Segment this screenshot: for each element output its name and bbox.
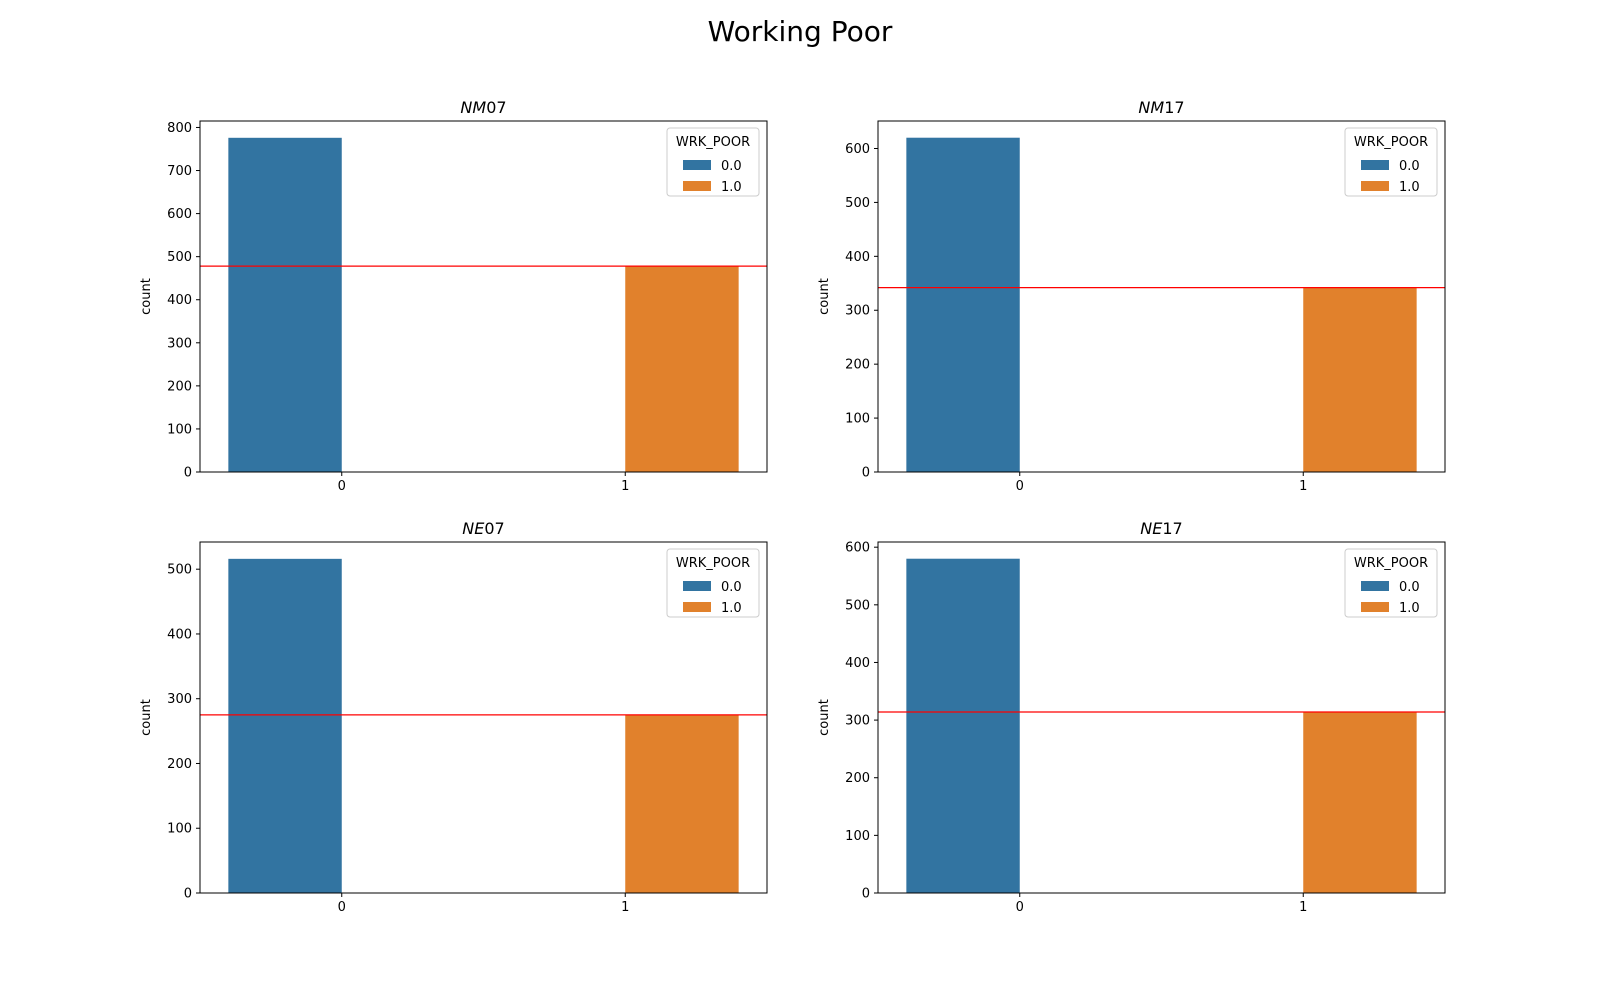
- y-tick-label: 200: [845, 358, 870, 373]
- y-tick-label: 600: [845, 142, 870, 157]
- bar: [228, 558, 342, 893]
- y-axis-label: count: [817, 699, 832, 736]
- y-tick-label: 300: [167, 692, 192, 707]
- legend-entry: 0.0: [1399, 580, 1420, 595]
- subplot-title-rest: 17: [1164, 98, 1184, 117]
- bar: [906, 137, 1020, 472]
- x-tick-label: 1: [621, 900, 629, 915]
- y-tick-label: 100: [845, 412, 870, 427]
- y-tick-label: 400: [167, 293, 192, 308]
- x-tick-label: 1: [1299, 900, 1307, 915]
- y-tick-label: 100: [167, 822, 192, 837]
- y-axis-label: count: [139, 278, 154, 315]
- chart-panel: 0 100 200 300 400 500 0 1 count NE07 WRK_POOR 0.0 1.…: [139, 519, 768, 915]
- chart-panel: 0 100 200 300 400 500 600 700 800 0 1 count NM07 WRK_…: [139, 98, 768, 494]
- axes-frame: [877, 120, 1446, 473]
- y-axis-label: count: [139, 699, 154, 736]
- legend: WRK_POOR 0.0 1.0: [1344, 127, 1438, 197]
- y-tick-label: 0: [184, 887, 192, 902]
- subplot-title-rest: 17: [1162, 519, 1182, 538]
- bar: [1303, 712, 1417, 893]
- y-tick-label: 0: [184, 466, 192, 481]
- bar: [1303, 287, 1417, 472]
- subplot-title-rest: 07: [484, 519, 504, 538]
- y-axis-label: count: [817, 278, 832, 315]
- legend-entry: 0.0: [721, 580, 742, 595]
- x-tick-label: 0: [1016, 479, 1024, 494]
- subplot-title-italic: NM: [1138, 98, 1164, 117]
- axes-frame: [199, 541, 768, 894]
- legend-entry: 0.0: [1399, 159, 1420, 174]
- legend: WRK_POOR 0.0 1.0: [1344, 548, 1438, 618]
- y-tick-label: 500: [167, 250, 192, 265]
- legend-swatch: [1361, 602, 1389, 612]
- y-tick-label: 0: [862, 887, 870, 902]
- legend-swatch: [683, 602, 711, 612]
- x-tick-label: 0: [338, 900, 346, 915]
- legend-box: [666, 548, 760, 618]
- subplot-title: NE17: [1140, 519, 1182, 538]
- y-tick-label: 300: [845, 714, 870, 729]
- legend-title: WRK_POOR: [1354, 135, 1428, 150]
- legend-box: [1344, 127, 1438, 197]
- y-tick-label: 200: [167, 757, 192, 772]
- chart-panel: 0 100 200 300 400 500 600 0 1 count NM17 WRK_POOR 0.…: [817, 98, 1446, 494]
- chart-panel: 0 100 200 300 400 500 600 0 1 count NE17 WRK_POOR 0.…: [817, 519, 1446, 915]
- y-tick-label: 500: [845, 598, 870, 613]
- legend-title: WRK_POOR: [676, 135, 750, 150]
- y-tick-label: 0: [862, 466, 870, 481]
- subplot-title-rest: 07: [486, 98, 506, 117]
- y-tick-label: 100: [167, 422, 192, 437]
- legend-title: WRK_POOR: [676, 556, 750, 571]
- x-tick-label: 1: [621, 479, 629, 494]
- legend-swatch: [683, 181, 711, 191]
- y-tick-label: 500: [167, 563, 192, 578]
- legend-title: WRK_POOR: [1354, 556, 1428, 571]
- y-tick-label: 500: [845, 196, 870, 211]
- legend-entry: 1.0: [1399, 601, 1420, 616]
- legend: WRK_POOR 0.0 1.0: [666, 548, 760, 618]
- y-tick-label: 300: [167, 336, 192, 351]
- legend: WRK_POOR 0.0 1.0: [666, 127, 760, 197]
- legend-swatch: [1361, 181, 1389, 191]
- bar: [625, 266, 739, 472]
- subplot-title: NM17: [1138, 98, 1184, 117]
- axes-frame: [199, 120, 768, 473]
- legend-box: [1344, 548, 1438, 618]
- y-tick-label: 700: [167, 164, 192, 179]
- legend-entry: 0.0: [721, 159, 742, 174]
- y-tick-label: 400: [845, 250, 870, 265]
- legend-swatch: [1361, 581, 1389, 591]
- subplot-title: NE07: [462, 519, 504, 538]
- y-tick-label: 800: [167, 121, 192, 136]
- legend-box: [666, 127, 760, 197]
- y-tick-label: 200: [167, 379, 192, 394]
- legend-swatch: [683, 160, 711, 170]
- y-tick-label: 400: [167, 627, 192, 642]
- subplot-title-italic: NE: [462, 519, 485, 538]
- x-tick-label: 0: [1016, 900, 1024, 915]
- bar: [906, 558, 1020, 893]
- x-tick-label: 0: [338, 479, 346, 494]
- x-tick-label: 1: [1299, 479, 1307, 494]
- bar: [625, 714, 739, 893]
- y-tick-label: 600: [167, 207, 192, 222]
- legend-swatch: [683, 581, 711, 591]
- figure-title: Working Poor: [708, 15, 893, 48]
- bar: [228, 137, 342, 473]
- y-tick-label: 100: [845, 829, 870, 844]
- legend-swatch: [1361, 160, 1389, 170]
- axes-frame: [877, 541, 1446, 894]
- subplot-title-italic: NM: [460, 98, 486, 117]
- subplot-title-italic: NE: [1140, 519, 1163, 538]
- y-tick-label: 600: [845, 541, 870, 556]
- y-tick-label: 400: [845, 656, 870, 671]
- legend-entry: 1.0: [721, 601, 742, 616]
- subplot-title: NM07: [460, 98, 506, 117]
- legend-entry: 1.0: [721, 180, 742, 195]
- y-tick-label: 300: [845, 304, 870, 319]
- y-tick-label: 200: [845, 771, 870, 786]
- legend-entry: 1.0: [1399, 180, 1420, 195]
